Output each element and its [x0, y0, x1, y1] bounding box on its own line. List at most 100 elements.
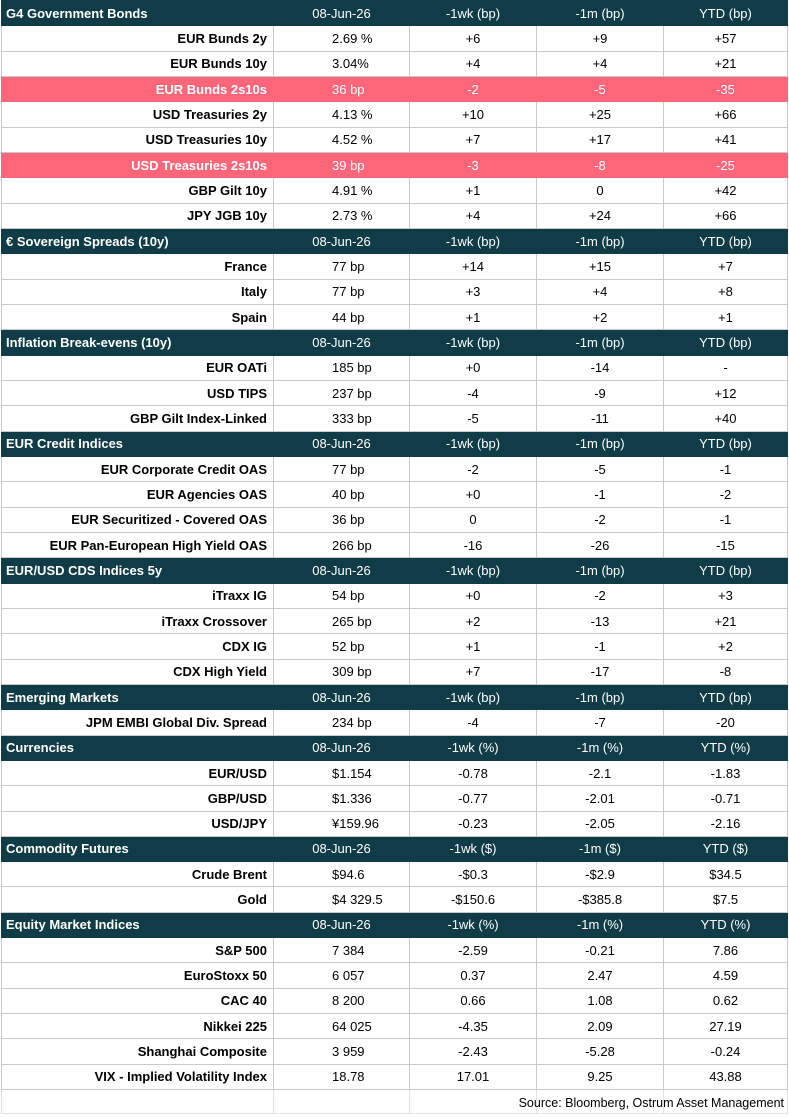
row-label: Crude Brent — [1, 861, 274, 888]
current-value: 77 bp — [273, 278, 410, 305]
change-1m: -1 — [536, 481, 664, 508]
change-ytd: 4.59 — [663, 962, 788, 989]
section-title: EUR/USD CDS Indices 5y — [1, 557, 274, 584]
table-row: JPY JGB 10y 2.73 % +4 +24 +66 — [1, 202, 788, 229]
row-label: EuroStoxx 50 — [1, 962, 274, 989]
change-1m: +2 — [536, 303, 664, 331]
change-ytd: -2 — [663, 481, 788, 508]
change-1m: 2.47 — [536, 962, 664, 989]
row-label: Nikkei 225 — [1, 1013, 274, 1040]
row-label: JPY JGB 10y — [1, 202, 274, 229]
current-value: 54 bp — [273, 582, 410, 609]
table-row: EUR OATi 185 bp +0 -14- — [1, 354, 788, 381]
column-header-1wk: -1wk (bp) — [409, 227, 537, 255]
change-1wk: -2.59 — [409, 937, 537, 964]
current-value: 36 bp — [273, 75, 410, 103]
change-ytd: +3 — [663, 582, 788, 609]
change-1wk: -$0.3 — [409, 861, 537, 888]
change-ytd: -8 — [663, 658, 788, 685]
current-value: 44 bp — [273, 303, 410, 331]
change-1wk: -4.35 — [409, 1013, 537, 1040]
change-1wk: -0.23 — [409, 810, 537, 837]
change-ytd: +66 — [663, 202, 788, 229]
change-ytd: $7.5 — [663, 886, 788, 913]
row-label: iTraxx IG — [1, 582, 274, 609]
row-label: EUR Bunds 2y — [1, 25, 274, 52]
section-header: Inflation Break-evens (10y) 08-Jun-26 -1wk… — [1, 329, 788, 356]
change-ytd: 43.88 — [663, 1063, 788, 1091]
column-header-ytd: YTD (bp) — [663, 329, 788, 356]
change-1wk: +1 — [409, 303, 537, 331]
column-header-1m: -1m (%) — [536, 911, 664, 939]
row-label: EUR Bunds 2s10s — [1, 75, 274, 103]
table-row: GBP Gilt 10y 4.91 % +1 0 +42 — [1, 177, 788, 204]
change-1wk: -2.43 — [409, 1038, 537, 1065]
change-ytd: -0.24 — [663, 1038, 788, 1065]
change-1wk: +10 — [409, 101, 537, 128]
table-row: S&P 500 7 384 -2.59 -0.21 7.86 — [1, 937, 788, 964]
column-header-1wk: -1wk (bp) — [409, 557, 537, 584]
table-row: EUR Securitized - Covered OAS 36 bp 0 -2 -1 — [1, 506, 788, 533]
current-value: $1.154 — [273, 759, 410, 787]
change-1m: -0.21 — [536, 937, 664, 964]
change-ytd: +57 — [663, 25, 788, 52]
row-label: S&P 500 — [1, 937, 274, 964]
section-title: € Sovereign Spreads (10y) — [1, 227, 274, 255]
column-header-date: 08-Jun-26 — [273, 0, 410, 27]
current-value: 77 bp — [273, 253, 410, 280]
change-1m: -9 — [536, 379, 664, 407]
table-row: CDX IG 52 bp +1 -1 +2 — [1, 633, 788, 660]
change-1m: 1.08 — [536, 987, 664, 1015]
change-ytd: -0.71 — [663, 785, 788, 812]
table-row: EUR Agencies OAS 40 bp +0 -1 -2 — [1, 481, 788, 508]
change-ytd: -1 — [663, 506, 788, 533]
section-header: Commodity Futures 08-Jun-26 -1wk ($) -1m ($… — [1, 835, 788, 863]
current-value: 185 bp — [273, 354, 410, 381]
current-value: 2.69 % — [273, 25, 410, 52]
change-1m: -2 — [536, 506, 664, 533]
table-row: CDX High Yield 309 bp +7 -17 -8 — [1, 658, 788, 685]
table-row: EUR Bunds 2y 2.69 % +6 +9 +57 — [1, 25, 788, 52]
column-header-date: 08-Jun-26 — [273, 227, 410, 255]
footer-cell — [663, 1089, 788, 1115]
change-1wk: 0.37 — [409, 962, 537, 989]
current-value: 237 bp — [273, 379, 410, 407]
change-1wk: -2 — [409, 75, 537, 103]
row-label: EUR Agencies OAS — [1, 481, 274, 508]
current-value: 3 959 — [273, 1038, 410, 1065]
footer-cell — [273, 1089, 410, 1115]
change-1wk: -5 — [409, 405, 537, 432]
change-ytd: +66 — [663, 101, 788, 128]
change-ytd: 7.86 — [663, 937, 788, 964]
table-row: CAC 40 8 200 0.66 1.08 0.62 — [1, 987, 788, 1015]
column-header-ytd: YTD (bp) — [663, 430, 788, 457]
change-ytd: -25 — [663, 151, 788, 179]
change-1m: -5 — [536, 75, 664, 103]
table-row: USD Treasuries 2s10s 39 bp -3 -8 -25 — [1, 151, 788, 179]
row-label: Gold — [1, 886, 274, 913]
column-header-ytd: YTD (%) — [663, 734, 788, 761]
change-1m: +25 — [536, 101, 664, 128]
change-1m: -17 — [536, 658, 664, 685]
row-label: Italy — [1, 278, 274, 305]
change-1m: 0 — [536, 177, 664, 204]
change-1m: 9.25 — [536, 1063, 664, 1091]
section-header: EUR/USD CDS Indices 5y 08-Jun-26 -1wk (bp)… — [1, 557, 788, 584]
current-value: 52 bp — [273, 633, 410, 660]
current-value: 18.78 — [273, 1063, 410, 1091]
footer-cell — [1, 1089, 274, 1115]
change-1wk: -3 — [409, 151, 537, 179]
table-row: USD Treasuries 10y 4.52 % +7 +17 +41 — [1, 126, 788, 153]
change-1m: +15 — [536, 253, 664, 280]
change-1m: -2.01 — [536, 785, 664, 812]
change-1m: -14 — [536, 354, 664, 381]
table-row: JPM EMBI Global Div. Spread 234 bp -4 -7 -20 — [1, 709, 788, 736]
change-1wk: +7 — [409, 658, 537, 685]
change-ytd: +40 — [663, 405, 788, 432]
current-value: 64 025 — [273, 1013, 410, 1040]
current-value: 4.13 % — [273, 101, 410, 128]
current-value: 333 bp — [273, 405, 410, 432]
current-value: ¥159.96 — [273, 810, 410, 837]
column-header-ytd: YTD ($) — [663, 835, 788, 863]
row-label: GBP/USD — [1, 785, 274, 812]
